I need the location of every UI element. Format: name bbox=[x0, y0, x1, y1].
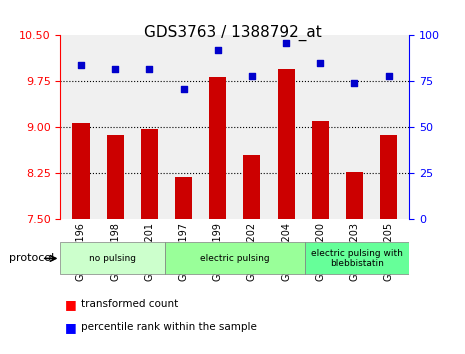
Point bbox=[317, 60, 324, 66]
Bar bbox=[243, 155, 260, 219]
Point bbox=[214, 47, 221, 53]
Point bbox=[351, 80, 358, 86]
Point bbox=[385, 73, 392, 79]
Text: no pulsing: no pulsing bbox=[89, 254, 136, 263]
Text: ■: ■ bbox=[65, 298, 77, 311]
Point bbox=[77, 62, 85, 68]
Text: transformed count: transformed count bbox=[81, 299, 179, 309]
Point bbox=[112, 66, 119, 72]
Text: percentile rank within the sample: percentile rank within the sample bbox=[81, 322, 257, 332]
Bar bbox=[278, 69, 295, 219]
Point bbox=[180, 86, 187, 92]
Point bbox=[282, 40, 290, 46]
Bar bbox=[73, 123, 89, 219]
FancyBboxPatch shape bbox=[60, 242, 165, 274]
Text: GDS3763 / 1388792_at: GDS3763 / 1388792_at bbox=[144, 25, 321, 41]
Bar bbox=[209, 77, 226, 219]
Bar bbox=[346, 172, 363, 219]
Text: ■: ■ bbox=[65, 321, 77, 334]
FancyBboxPatch shape bbox=[305, 242, 409, 274]
Bar bbox=[312, 121, 329, 219]
Bar bbox=[175, 177, 192, 219]
Text: protocol: protocol bbox=[9, 253, 54, 263]
Bar bbox=[380, 136, 397, 219]
Point bbox=[248, 73, 256, 79]
FancyBboxPatch shape bbox=[165, 242, 305, 274]
Point bbox=[146, 66, 153, 72]
Bar bbox=[106, 135, 124, 219]
Text: electric pulsing with
blebbistatin: electric pulsing with blebbistatin bbox=[311, 249, 403, 268]
Bar bbox=[141, 129, 158, 219]
Text: electric pulsing: electric pulsing bbox=[200, 254, 270, 263]
